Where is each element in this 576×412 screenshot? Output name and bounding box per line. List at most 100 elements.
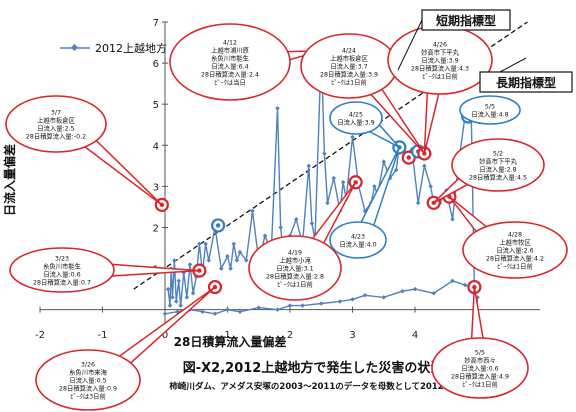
data-point: [381, 295, 387, 300]
callout-text: 上越市板倉区: [330, 54, 368, 63]
callout-bubble: [329, 101, 383, 135]
callout-text: 妙高市下平丸: [421, 48, 459, 57]
data-point: [190, 290, 196, 296]
data-point: [415, 200, 421, 206]
callout-text: 4/28: [508, 232, 522, 239]
callout-text: 日流入量:2.5: [37, 124, 74, 133]
data-point: [212, 311, 218, 317]
y-tick-label: 7: [153, 18, 159, 29]
data-point: [165, 286, 171, 292]
data-point: [184, 295, 190, 300]
callout-text: 3/7: [51, 110, 61, 117]
callout-text: ﾋﾟｰｸは3日前: [70, 392, 106, 401]
callout-text: 妙高市西々: [464, 356, 495, 365]
x-axis-label: 28日積算流入量偏差: [174, 334, 287, 349]
data-point: [287, 303, 293, 308]
data-point: [234, 258, 240, 263]
data-point: [237, 309, 243, 314]
data-point: [309, 221, 315, 226]
y-tick-label: 3: [153, 182, 159, 193]
data-point: [225, 307, 230, 312]
callout-text: 28日積算流入量:4.9: [451, 372, 509, 381]
callout-text: 妙高市下平丸: [479, 157, 517, 166]
data-point: [362, 293, 368, 298]
data-point: [206, 258, 212, 263]
data-point: [331, 175, 337, 181]
long-term-pointer: [499, 57, 527, 73]
callout-text: 日流入量:0.6: [43, 270, 80, 279]
data-point: [231, 241, 237, 247]
data-point: [228, 266, 233, 271]
data-point: [293, 216, 299, 222]
callout-text: 5/2: [493, 151, 503, 158]
callout-text: 3/23: [55, 256, 69, 263]
callout-text: 4/26: [433, 42, 447, 49]
callout-text: 28日積算流入量:-0.2: [26, 132, 86, 141]
data-point: [262, 233, 268, 238]
data-point: [431, 290, 437, 296]
data-point: [218, 266, 224, 271]
x-tick-label: -1: [98, 330, 108, 341]
data-point: [350, 297, 355, 302]
callout-text: 日流入量:3.9: [421, 56, 458, 65]
callout-text: ﾋﾟｰｸは1日前: [497, 262, 533, 271]
callout-text: 上越市小滝: [279, 256, 311, 265]
data-point: [243, 258, 249, 263]
callout-text: 28日積算流入量:2.4: [201, 70, 259, 79]
callout-text: 日流入量:4.0: [339, 240, 376, 249]
data-point: [318, 301, 324, 306]
callout-text: 28日積算流入量:4.2: [486, 254, 544, 263]
chart-subtitle: 柿崎川ダム、アメダス安塚の2003～2011のデータを母数として2012の偏差を…: [169, 381, 495, 392]
data-point: [256, 305, 262, 310]
callout-text: 上越市牧区: [499, 238, 530, 247]
data-point: [300, 303, 305, 308]
long-term-text: 長期指標型: [496, 75, 556, 90]
data-point: [422, 163, 427, 169]
callout-text: 上越市板倉区: [37, 116, 75, 125]
callout-text: 糸魚川市能生: [43, 262, 81, 271]
callout-bubble: [431, 337, 529, 399]
data-point: [337, 299, 343, 304]
callout-text: 日流入量:4.8: [471, 110, 508, 119]
data-point: [306, 163, 312, 169]
x-tick-label: 4: [412, 330, 418, 341]
callout-text: 日流入量:0.5: [69, 376, 106, 385]
data-point: [372, 184, 377, 189]
callout-tail: [357, 147, 401, 235]
data-point: [350, 134, 355, 140]
callout-text: 5/5: [475, 350, 485, 357]
callout-text: 日流入量:2.6: [496, 246, 533, 255]
callout-text: 4/23: [351, 234, 365, 241]
y-tick-label: 6: [153, 59, 159, 70]
short-term-text: 短期指標型: [436, 13, 496, 28]
data-point: [450, 216, 455, 222]
callout-text: 4/19: [288, 250, 302, 257]
long-term-label: 長期指標型: [479, 57, 573, 93]
data-point: [275, 106, 280, 111]
callout-text: 28日積算流入量:4.3: [411, 64, 469, 73]
callout-text: 上越市浦川原: [211, 46, 249, 55]
y-tick-label: 2: [153, 223, 159, 234]
data-point: [278, 225, 283, 230]
legend-swatch-marker: [70, 43, 79, 52]
callout-text: 28日積算流入量:0.7: [33, 278, 91, 287]
highlight-layer: [154, 43, 482, 295]
callout-bubble: [459, 95, 521, 125]
highlight-marker-core: [215, 223, 221, 228]
callout-text: 日流入量:2.8: [479, 165, 516, 174]
callout-text: 4/24: [342, 48, 356, 55]
data-point: [381, 159, 387, 164]
callout-text: 糸魚川市来海: [69, 368, 107, 377]
callout-layer: 3/7上越市板倉区日流入量:2.528日積算流入量:-0.23/23糸魚川市能生…: [5, 23, 568, 411]
data-point: [187, 262, 193, 267]
